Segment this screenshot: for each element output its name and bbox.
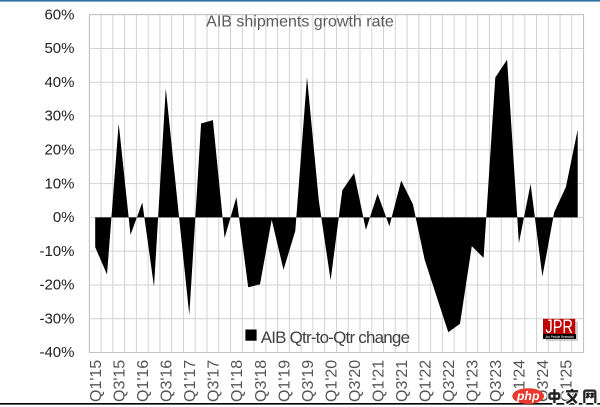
svg-text:Q1'17: Q1'17 xyxy=(182,360,199,402)
svg-text:Q3'16: Q3'16 xyxy=(159,360,176,402)
svg-text:JPR: JPR xyxy=(545,317,573,338)
svg-text:AIB shipments growth rate: AIB shipments growth rate xyxy=(206,13,394,30)
svg-text:AIB Qtr-to-Qtr change: AIB Qtr-to-Qtr change xyxy=(261,328,410,347)
svg-text:Q1'20: Q1'20 xyxy=(323,360,340,402)
svg-text:Q3'20: Q3'20 xyxy=(347,360,364,402)
svg-text:Q3'15: Q3'15 xyxy=(112,360,129,402)
svg-text:Q1'15: Q1'15 xyxy=(88,360,105,402)
svg-text:-40%: -40% xyxy=(39,344,74,361)
svg-text:php: php xyxy=(516,389,540,403)
svg-text:60%: 60% xyxy=(44,6,74,23)
svg-text:Q3'17: Q3'17 xyxy=(206,360,223,402)
svg-text:-10%: -10% xyxy=(39,243,74,260)
svg-text:30%: 30% xyxy=(44,108,74,125)
svg-text:Q3'21: Q3'21 xyxy=(394,360,411,402)
svg-text:Q1'19: Q1'19 xyxy=(276,360,293,402)
svg-text:Jon Peddie Research: Jon Peddie Research xyxy=(545,335,574,339)
svg-text:Q3'22: Q3'22 xyxy=(441,360,458,402)
svg-text:Q3'19: Q3'19 xyxy=(300,360,317,402)
svg-text:Q1'18: Q1'18 xyxy=(229,360,246,402)
svg-text:Q1'16: Q1'16 xyxy=(135,360,152,402)
svg-text:Q3'18: Q3'18 xyxy=(253,360,270,402)
svg-text:-30%: -30% xyxy=(39,310,74,327)
svg-text:50%: 50% xyxy=(44,40,74,57)
svg-text:20%: 20% xyxy=(44,142,74,159)
svg-text:0%: 0% xyxy=(53,209,75,226)
svg-text:10%: 10% xyxy=(44,175,74,192)
svg-text:40%: 40% xyxy=(44,74,74,91)
svg-text:-20%: -20% xyxy=(39,277,74,294)
svg-text:Q1'23: Q1'23 xyxy=(465,360,482,402)
svg-text:Q1'22: Q1'22 xyxy=(418,360,435,402)
svg-text:Q3'23: Q3'23 xyxy=(488,360,505,402)
svg-text:Q1'21: Q1'21 xyxy=(370,360,387,402)
